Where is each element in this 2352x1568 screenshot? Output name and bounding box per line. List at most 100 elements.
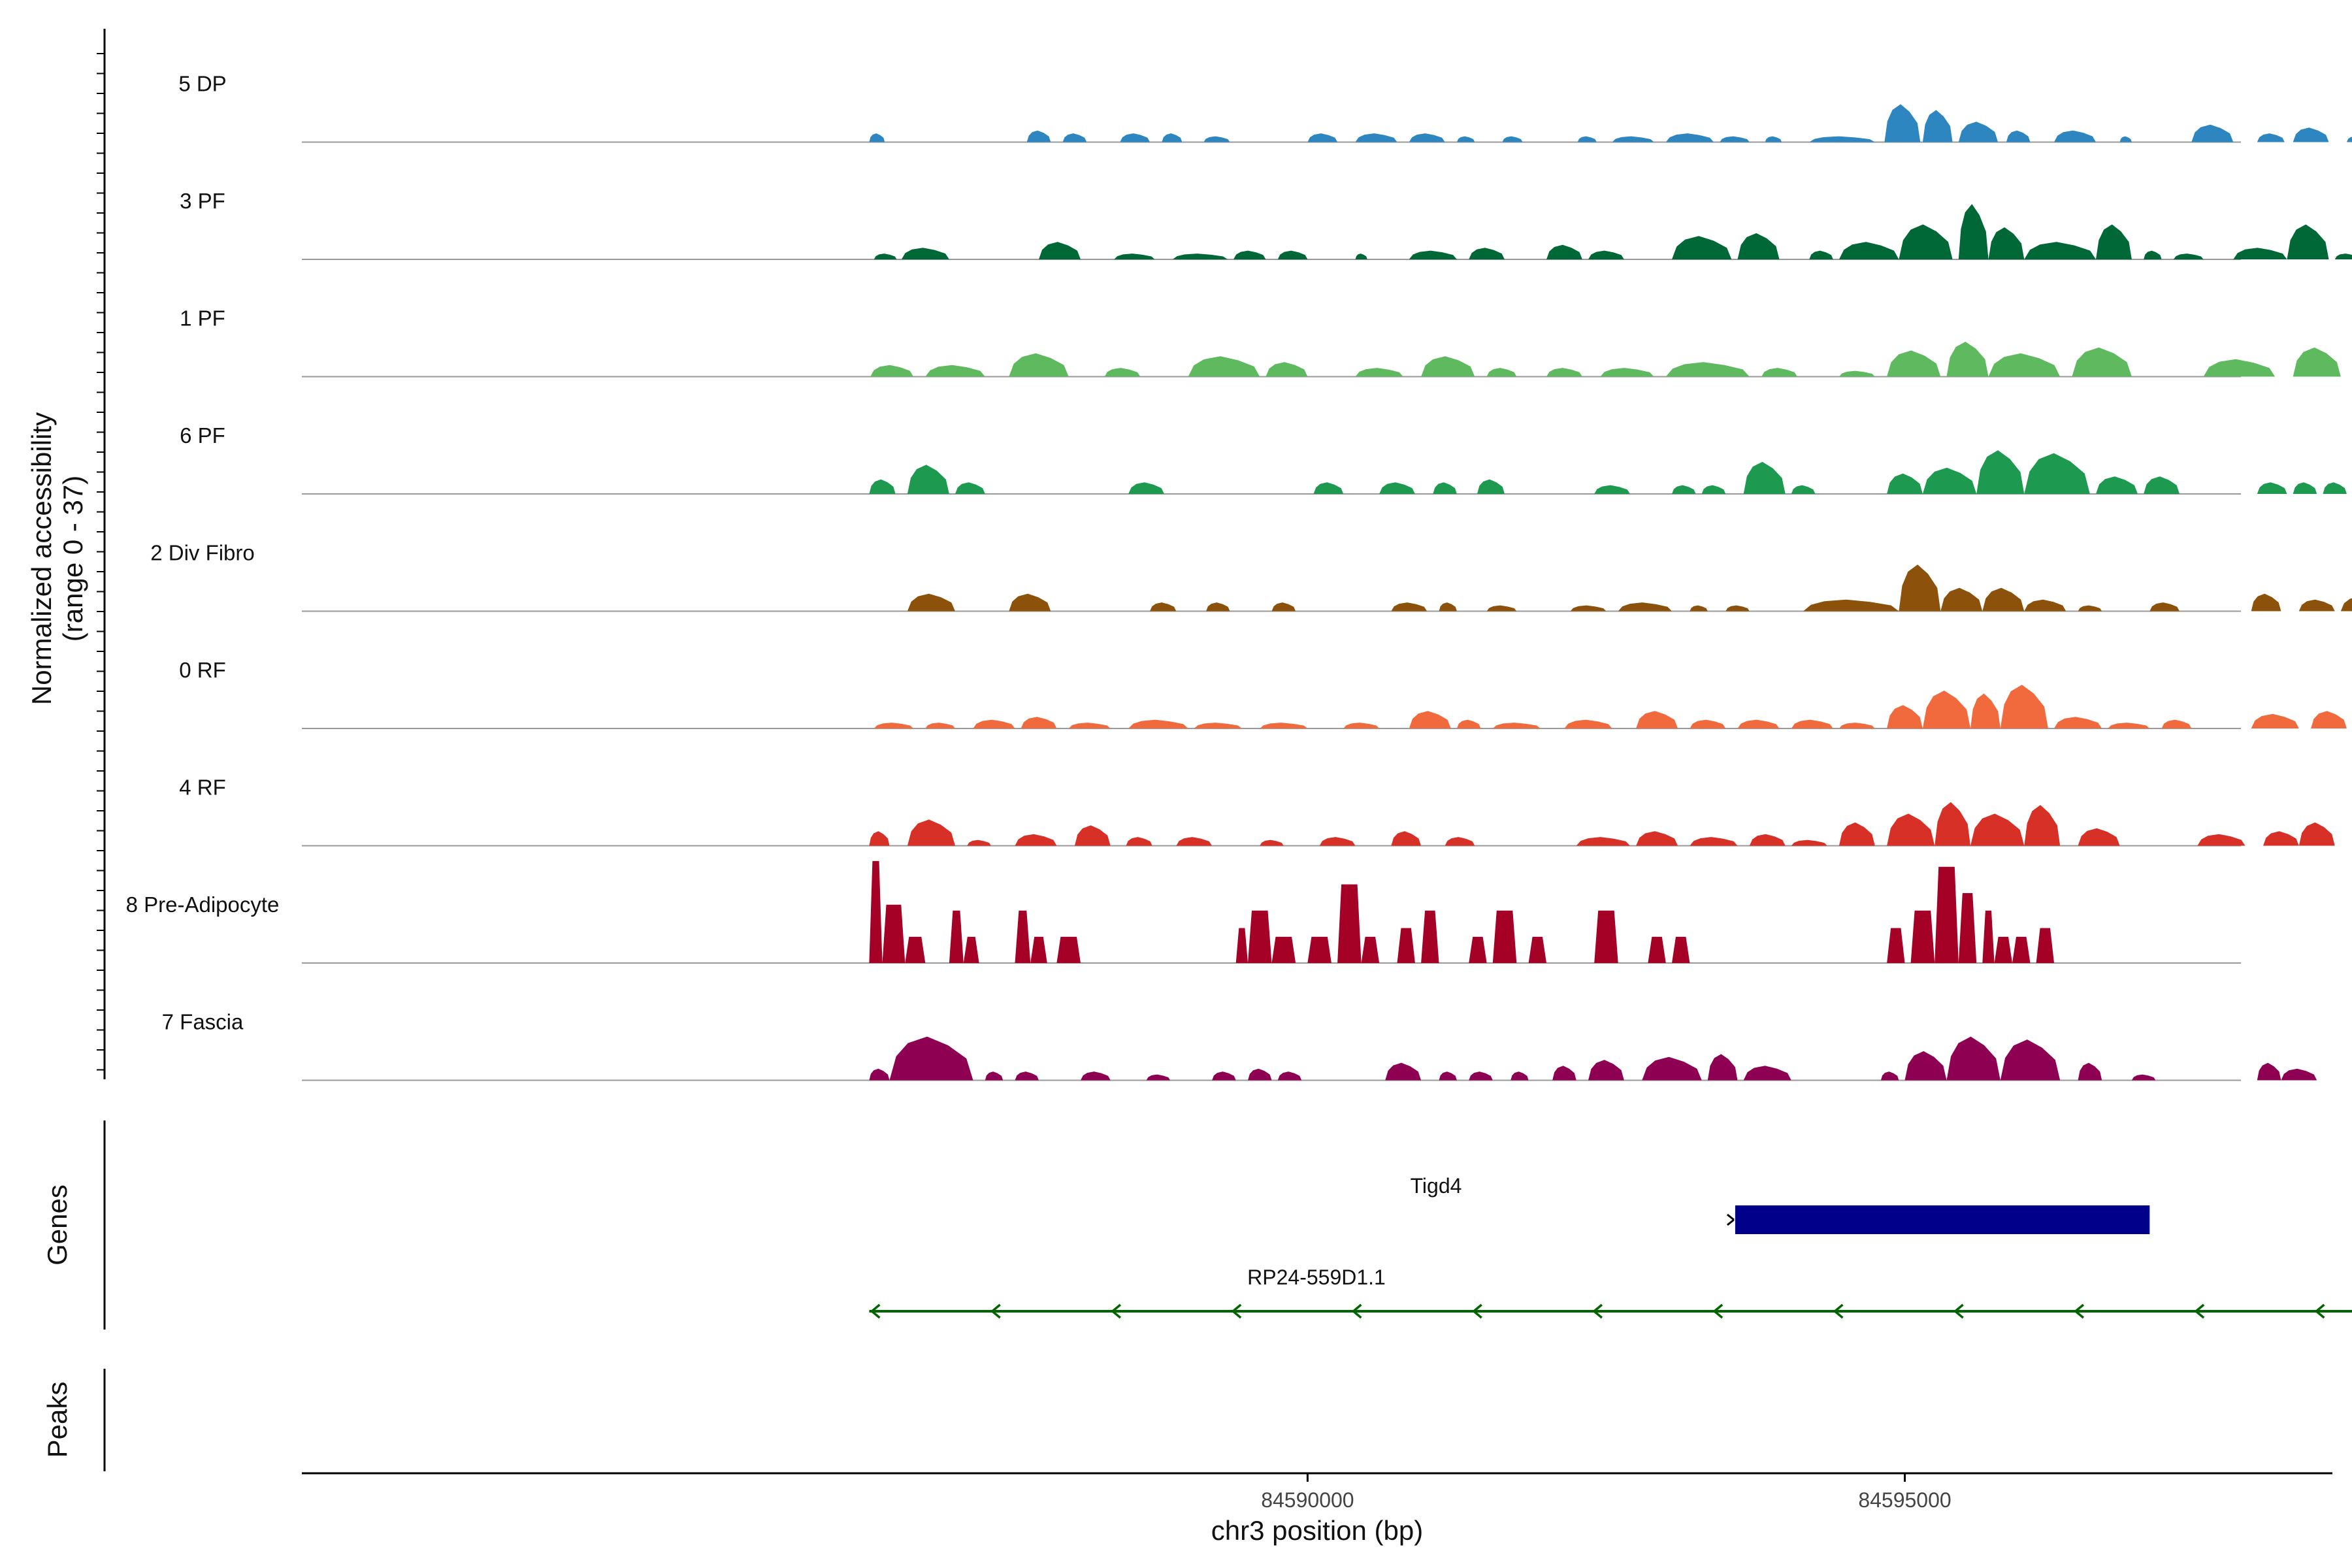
coverage-peak <box>1039 242 1081 259</box>
coverage-peak <box>1271 602 1296 612</box>
track-6: 0 RF <box>179 658 2347 729</box>
coverage-peak <box>1439 602 1457 612</box>
coverage-peak <box>967 840 991 846</box>
coverage-peak <box>1935 802 1970 846</box>
coverage-peak <box>2203 359 2276 377</box>
coverage-peak <box>2251 593 2281 612</box>
y-axis-range: (range 0 - 37) <box>57 476 88 642</box>
coverage-peak <box>1266 362 1308 377</box>
coverage-peak <box>963 936 979 963</box>
coverage-peak <box>1146 1074 1171 1081</box>
coverage-peak <box>869 133 885 142</box>
coverage-peak <box>1212 1071 1236 1081</box>
coverage-peak <box>1922 110 1953 142</box>
coverage-peak <box>1743 1066 1791 1081</box>
coverage-peak <box>1636 831 1678 846</box>
genes-layer: Tigd4 RP24-559D1.1 <box>869 1174 2352 1319</box>
coverage-peak <box>2131 1074 2156 1081</box>
coverage-peak <box>1958 893 1977 963</box>
coverage-peak <box>2054 717 2102 728</box>
coverage-peak <box>1361 936 1380 963</box>
coverage-peak <box>2298 822 2335 846</box>
coverage-peak <box>1150 602 1177 612</box>
coverage-peak <box>2293 347 2341 377</box>
coverage-peak <box>889 1036 973 1081</box>
coverage-peak <box>2281 1068 2317 1081</box>
coverage-peak <box>1445 837 1475 846</box>
coverage-peak <box>1062 133 1087 142</box>
coverage-peak <box>1958 122 1999 142</box>
strand-arrow <box>1351 1303 1362 1319</box>
coverage-peak <box>1277 250 1308 259</box>
coverage-peak <box>2197 834 2246 846</box>
coverage-peak <box>1690 719 1726 728</box>
coverage-peak <box>1887 473 1923 494</box>
track-4: 6 PF <box>180 423 2347 495</box>
track-3: 1 PF <box>180 306 2341 378</box>
coverage-peak <box>1009 353 1069 377</box>
coverage-peak <box>1391 831 1422 846</box>
coverage-peak <box>1319 837 1356 846</box>
coverage-peak <box>1887 813 1935 846</box>
coverage-peak <box>1922 691 1970 728</box>
coverage-peak <box>2024 805 2061 846</box>
coverage-peak <box>1021 717 1057 728</box>
coverage-peak <box>1391 602 1428 612</box>
coverage-peak <box>1791 840 1827 846</box>
coverage-peak <box>1104 368 1141 377</box>
coverage-peak <box>1642 1056 1702 1081</box>
coverage-peak <box>1271 936 1296 963</box>
gene-label: RP24-559D1.1 <box>1247 1266 1386 1289</box>
coverage-peak <box>1469 936 1487 963</box>
strand-arrow <box>2074 1303 2085 1319</box>
coverage-peak <box>1838 370 1875 377</box>
coverage-peak <box>2078 605 2102 612</box>
coverage-peak <box>1409 133 1445 142</box>
strand-arrow <box>2194 1303 2205 1319</box>
coverage-peak <box>1577 136 1597 142</box>
coverage-peak <box>1982 910 1995 963</box>
coverage-peak <box>925 723 955 728</box>
coverage-peak <box>1761 368 1797 377</box>
coverage-peak <box>1648 936 1666 963</box>
coverage-peak <box>1486 605 1517 612</box>
coverage-peak <box>2346 137 2352 142</box>
coverage-peak <box>1128 482 1164 494</box>
coverage-peak <box>1528 936 1546 963</box>
coverage-peak <box>1935 866 1959 963</box>
track-label: 4 RF <box>179 776 226 800</box>
track-label: 2 Div Fibro <box>150 541 255 565</box>
coverage-peak <box>1260 723 1308 728</box>
genes-panel-label: Genes <box>42 1184 73 1266</box>
coverage-peak <box>1172 253 1228 259</box>
coverage-peak <box>1248 1068 1272 1081</box>
coverage-peak <box>2334 253 2352 259</box>
coverage-peak <box>874 723 914 728</box>
coverage-peak <box>901 248 949 259</box>
strand-arrow <box>1111 1303 1122 1319</box>
coverage-peak <box>2096 224 2132 259</box>
coverage-peak <box>2257 133 2285 142</box>
coverage-peak <box>1737 719 1780 728</box>
coverage-peak <box>1492 910 1517 963</box>
coverage-peak <box>1248 910 1272 963</box>
coverage-peak <box>2257 482 2287 494</box>
coverage-peak <box>1701 485 1726 494</box>
coverage-peak <box>2072 347 2132 377</box>
track-9: 7 Fascia <box>162 1010 2317 1081</box>
coverage-peak <box>1838 822 1875 846</box>
coverage-peak <box>1838 242 1899 259</box>
coverage-peak <box>1128 719 1188 728</box>
coverage-peak <box>1546 244 1582 259</box>
coverage-peak <box>1511 1071 1529 1081</box>
coverage-peak <box>1612 136 1654 142</box>
coverage-peak <box>869 479 896 494</box>
coverage-peak <box>2293 482 2317 494</box>
coverage-peak <box>973 719 1015 728</box>
coverage-peak <box>1690 605 1708 612</box>
coverage-peak <box>1910 910 1935 963</box>
coverage-peak <box>1672 936 1690 963</box>
x-axis-title: chr3 position (bp) <box>1211 1515 1424 1546</box>
coverage-peak <box>1307 936 1331 963</box>
track-label: 0 RF <box>179 658 226 682</box>
